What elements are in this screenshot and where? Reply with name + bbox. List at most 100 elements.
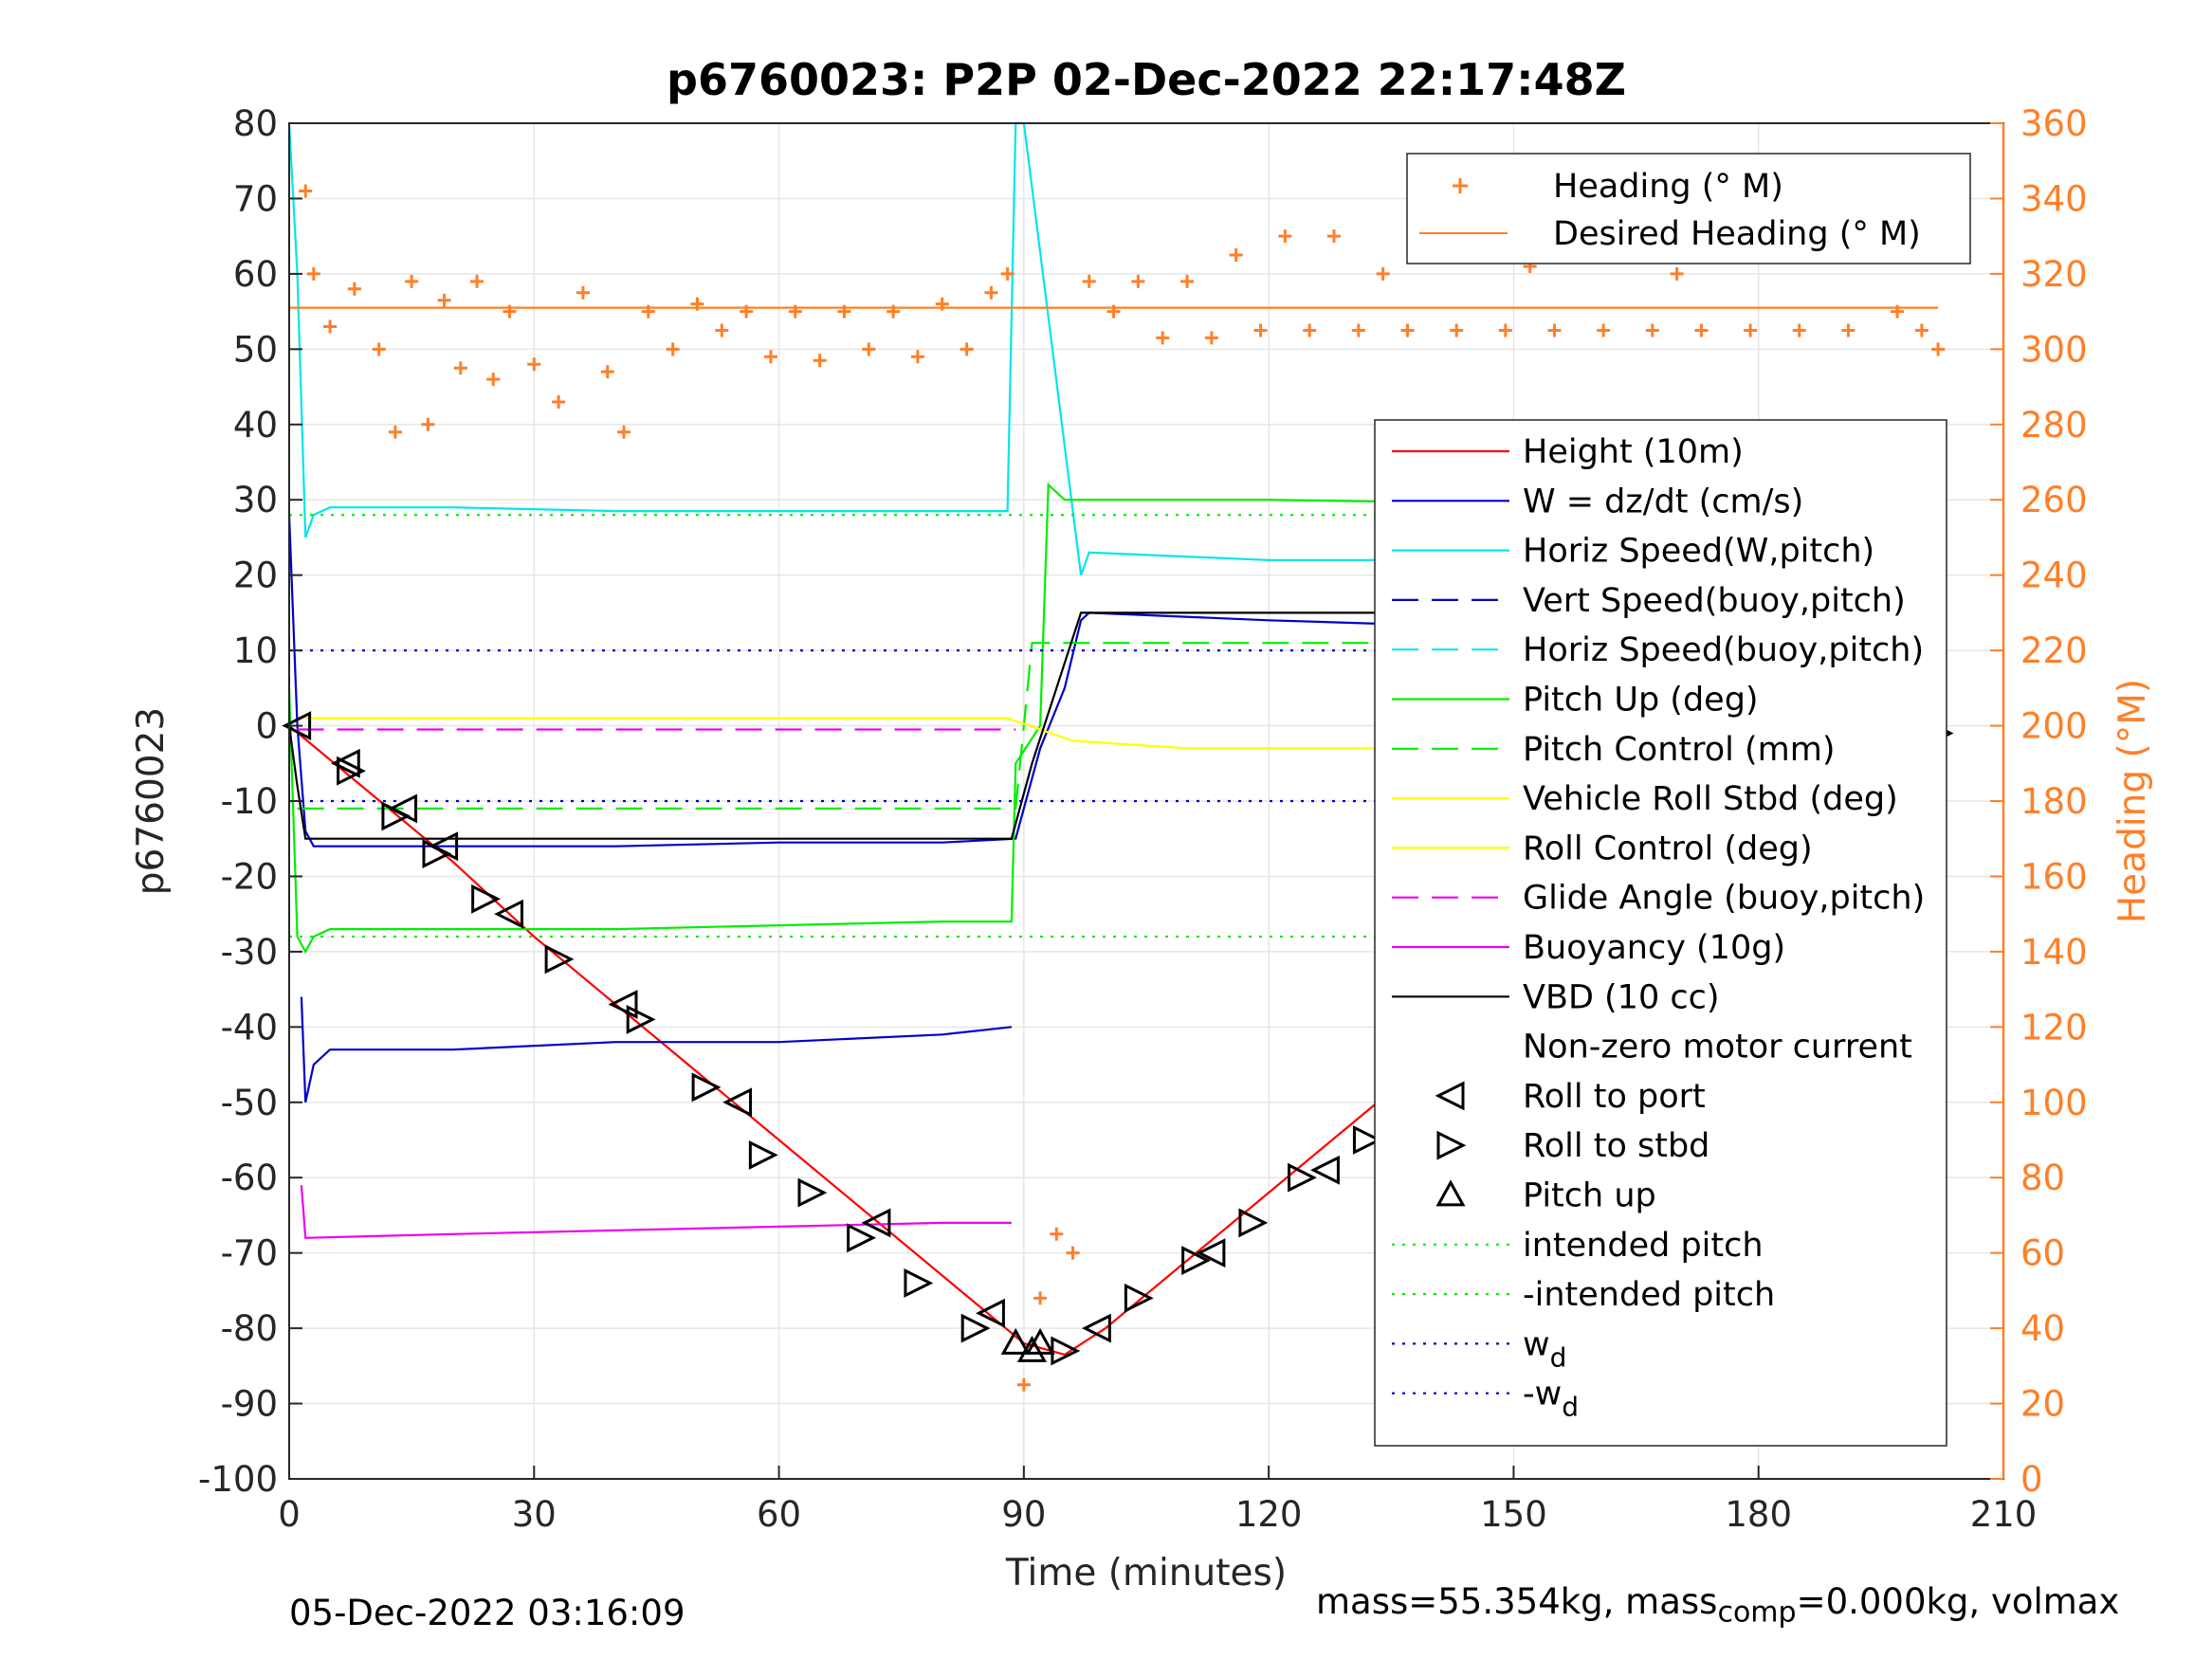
heading-point	[666, 342, 680, 356]
heading-point	[1597, 323, 1611, 337]
marker-right	[748, 1139, 778, 1170]
y-tick-label: 40	[233, 405, 278, 446]
heading-point	[1351, 323, 1365, 337]
marker-right	[960, 1313, 991, 1343]
footer-mass: mass=55.354kg, masscomp=0.000kg, volmax	[1316, 1581, 2119, 1629]
heading-point	[1498, 323, 1512, 337]
heading-point	[1547, 323, 1562, 337]
heading-point	[813, 354, 827, 368]
legend-right-symbol	[1435, 1081, 1465, 1111]
marker-left	[1081, 1313, 1111, 1343]
heading-point	[486, 373, 501, 387]
footer-timestamp: 05-Dec-2022 03:16:09	[289, 1593, 686, 1633]
heading-point	[1303, 323, 1317, 337]
heading-point	[1204, 331, 1218, 345]
heading-point	[470, 274, 484, 288]
marker-right	[1124, 1283, 1154, 1313]
heading-point	[323, 319, 338, 334]
heading-point	[1376, 266, 1390, 281]
heading-point	[1000, 266, 1015, 281]
y2-tick-label: 260	[2020, 480, 2088, 520]
y-tick-label: 50	[233, 329, 278, 370]
heading-point	[1156, 331, 1170, 345]
heading-point	[347, 282, 361, 296]
y2-tick-label: 80	[2020, 1158, 2065, 1198]
marker-up	[1016, 1335, 1048, 1362]
heading-point	[421, 417, 435, 431]
legend-right-label: Roll Control (deg)	[1523, 830, 1813, 867]
marker-left	[330, 748, 360, 778]
marker-right	[337, 756, 366, 786]
y2-tick-label: 220	[2020, 630, 2088, 671]
y2-tick-label: 200	[2020, 706, 2088, 747]
marker-right	[847, 1223, 877, 1253]
heading-point	[1082, 274, 1096, 288]
heading-point	[1253, 323, 1268, 337]
heading-point	[1050, 1227, 1064, 1241]
legend-right-label: Roll to port	[1523, 1078, 1706, 1116]
y2-tick-label: 120	[2020, 1007, 2088, 1048]
x-tick-label: 30	[512, 1494, 557, 1535]
heading-point	[960, 342, 974, 356]
marker-right	[1181, 1246, 1212, 1276]
y-tick-label: -100	[198, 1459, 278, 1500]
marker-left	[861, 1208, 891, 1238]
y2-tick-label: 0	[2020, 1459, 2043, 1500]
footer-mass-suffix: =0.000kg, volmax	[1796, 1581, 2120, 1622]
marker-right	[422, 839, 452, 869]
y2-tick-label: 140	[2020, 932, 2088, 973]
marker-up	[1000, 1327, 1031, 1355]
y-tick-label: 20	[233, 556, 278, 596]
legend-right-symbol	[1435, 1179, 1466, 1207]
heading-point	[1180, 274, 1195, 288]
legend-right-label: Horiz Speed(W,pitch)	[1523, 533, 1874, 571]
legend-right-label: Buoyancy (10g)	[1523, 929, 1785, 967]
heading-point	[1450, 323, 1464, 337]
heading-point	[527, 357, 541, 372]
legend-heading-label: Desired Heading (° M)	[1553, 215, 1921, 253]
heading-point	[437, 293, 451, 307]
marker-right	[626, 1004, 656, 1034]
legend-right-subscript: d	[1562, 1392, 1579, 1423]
legend-right-label: Roll to stbd	[1523, 1127, 1709, 1165]
legend-right-label: Vert Speed(buoy,pitch)	[1523, 582, 1906, 620]
heading-point	[372, 342, 386, 356]
legend-heading-symbol	[1453, 178, 1468, 193]
y-tick-label: 70	[233, 178, 278, 219]
y-tick-label: 10	[233, 630, 278, 671]
heading-point	[299, 184, 313, 198]
marker-right	[904, 1268, 934, 1298]
heading-point	[576, 285, 590, 300]
y2-tick-label: 320	[2020, 254, 2088, 295]
legend-right-label: intended pitch	[1523, 1227, 1764, 1265]
legend-right-label: VBD (10 cc)	[1523, 978, 1720, 1016]
chart-title: p6760023: P2P 02-Dec-2022 22:17:48Z	[667, 54, 1626, 105]
heading-point	[600, 365, 614, 379]
legend-right-label: Height (10m)	[1523, 433, 1744, 471]
heading-point	[1327, 229, 1342, 244]
legend-right-symbol	[1436, 1130, 1467, 1160]
heading-point	[1131, 274, 1145, 288]
marker-right	[1352, 1125, 1382, 1155]
marker-left	[608, 990, 638, 1019]
heading-point	[763, 350, 777, 364]
heading-point	[453, 361, 467, 375]
legend-right-label: Pitch Control (mm)	[1523, 731, 1835, 769]
heading-point	[984, 285, 998, 300]
heading-point	[1645, 323, 1659, 337]
heading-point	[306, 266, 320, 281]
marker-right	[691, 1072, 722, 1103]
marker-left	[1196, 1238, 1226, 1268]
y2-tick-label: 40	[2020, 1308, 2065, 1349]
y2-tick-label: 300	[2020, 329, 2088, 370]
y2-axis-label: Heading (°M)	[2111, 679, 2154, 923]
y-tick-label: 60	[233, 254, 278, 295]
y-tick-label: -20	[221, 856, 278, 897]
axes-layer: 0 30 60 90 120 150 180 210-100-90-80-70-60-50-4…	[198, 103, 2088, 1535]
legend-heading-box	[1406, 153, 1971, 264]
y-tick-label: -90	[221, 1384, 278, 1425]
x-tick-label: 90	[1001, 1494, 1046, 1535]
footer-mass-sub: comp	[1717, 1595, 1797, 1630]
heading-point	[1670, 266, 1684, 281]
